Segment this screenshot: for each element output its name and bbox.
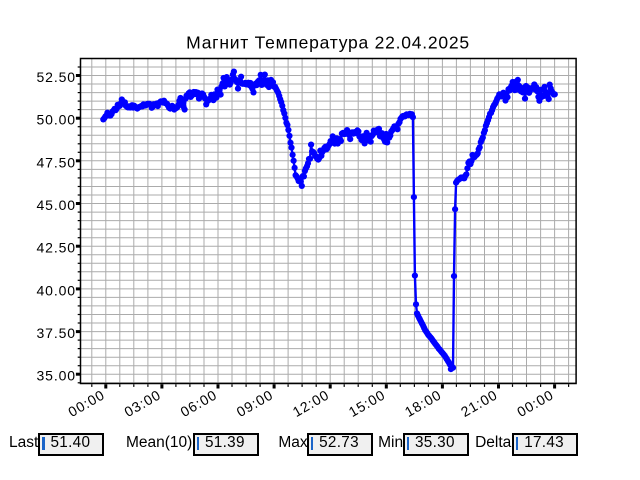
svg-text:35.00: 35.00: [36, 368, 76, 384]
svg-text:Магнит Температура 22.04.2025: Магнит Температура 22.04.2025: [186, 33, 470, 53]
svg-text:40.00: 40.00: [36, 282, 76, 298]
svg-text:37.50: 37.50: [36, 325, 76, 341]
svg-text:47.50: 47.50: [36, 154, 76, 170]
svg-text:45.00: 45.00: [36, 197, 76, 213]
svg-text:42.50: 42.50: [36, 240, 76, 256]
svg-text:50.00: 50.00: [36, 112, 76, 128]
svg-text:52.50: 52.50: [36, 69, 76, 85]
